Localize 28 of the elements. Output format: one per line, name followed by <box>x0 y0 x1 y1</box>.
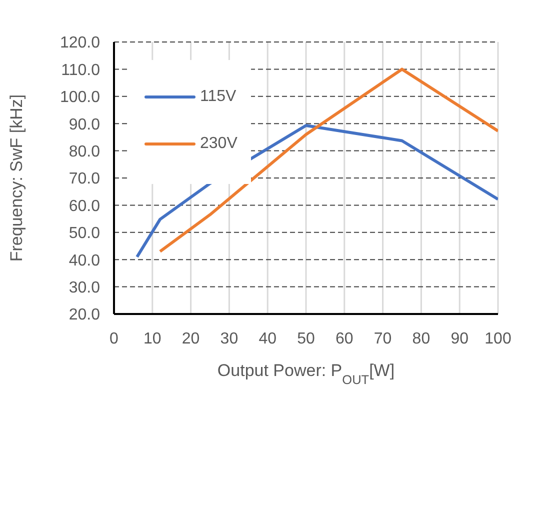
x-tick-label: 50 <box>297 330 315 348</box>
x-tick-label: 90 <box>450 330 469 348</box>
y-tick-label: 90.0 <box>68 116 100 134</box>
y-tick-label: 60.0 <box>68 198 100 215</box>
x-tick-label: 20 <box>182 330 200 348</box>
line-series <box>158 68 498 253</box>
x-tick-label: 30 <box>220 330 238 348</box>
x-axis-title: Output Power: P$_{OUT}$[W] <box>217 361 395 386</box>
y-tick-label: 120.0 <box>60 34 100 52</box>
x-tick-label: 0 <box>110 330 119 348</box>
y-tick-label: 110.0 <box>61 62 100 79</box>
y-tick-label: 80.0 <box>68 143 100 160</box>
y-tick-label: 30.0 <box>68 279 100 296</box>
x-tick-label: 70 <box>374 330 392 348</box>
y-tick-label: 40.0 <box>68 252 100 270</box>
legend-label: 115V <box>200 88 236 106</box>
y-axis-title: Frequency: SwF [kHz] <box>7 94 26 262</box>
y-tick-label: 70.0 <box>68 170 100 188</box>
y-tick-label: 20.0 <box>68 306 100 324</box>
y-tick-label: 100.0 <box>60 89 100 106</box>
x-tick-label: 10 <box>144 330 162 348</box>
x-tick-label: 40 <box>258 330 277 348</box>
legend-label: 230V <box>200 135 238 153</box>
line-series <box>136 124 498 258</box>
x-tick-label: 60 <box>336 330 354 348</box>
x-tick-label: 100 <box>484 330 512 348</box>
y-tick-label: 50.0 <box>68 225 100 242</box>
x-tick-label: 80 <box>412 330 430 348</box>
